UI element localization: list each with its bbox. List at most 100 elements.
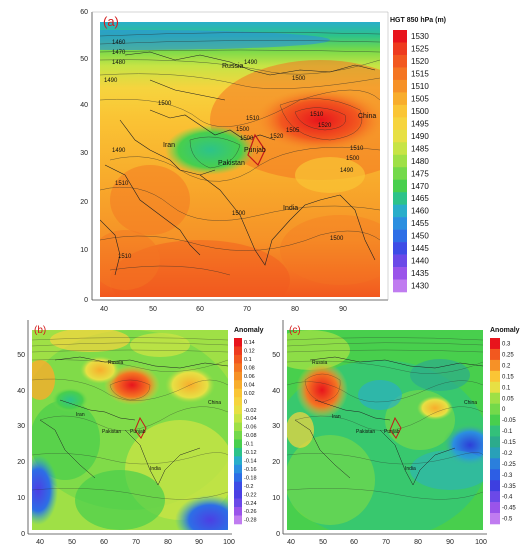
panel_c-colorbar-swatch <box>490 469 500 481</box>
panel_a-colorbar-swatch <box>393 42 407 56</box>
panel-b-ytick: 40 <box>17 388 25 395</box>
contour-label: 1500 <box>236 127 250 133</box>
panel_b-colorbar-label: -0.14 <box>244 459 257 465</box>
place-russia: Russia <box>312 360 328 366</box>
panel-c-ytick: 10 <box>272 495 280 502</box>
panel_c-colorbar-swatch <box>490 348 500 361</box>
panel_a-colorbar-swatch <box>393 229 407 243</box>
panel_a-colorbar-swatch <box>393 54 407 68</box>
panel_a-colorbar-label: 1525 <box>411 45 429 54</box>
panel_a-colorbar-label: 1490 <box>411 132 429 141</box>
panel_a-colorbar-swatch <box>393 129 407 143</box>
panel-c-xtick: 50 <box>319 539 327 546</box>
panel-c-y-ticks: 0 10 20 30 40 50 <box>272 352 280 538</box>
panel-c: (c) Russia Iran Punjab Pakistan India Ch… <box>272 320 520 546</box>
place-china: China <box>464 400 477 406</box>
panel-a-letter: (a) <box>103 14 119 29</box>
panel_b-colorbar-label: 0.14 <box>244 340 255 346</box>
panel_a-colorbar-swatch <box>393 192 407 205</box>
panel_b-colorbar-label: -0.12 <box>244 450 257 456</box>
panel-a-ytick: 20 <box>80 199 88 206</box>
panel-c-ytick: 50 <box>272 352 280 359</box>
panel_b-colorbar-label: -0.02 <box>244 408 257 414</box>
panel-b-places: Russia Iran Punjab Pakistan India China <box>76 360 221 472</box>
panel-a-ytick: 30 <box>80 150 88 157</box>
panel-a-axes <box>91 11 389 301</box>
place-punjab: Punjab <box>130 429 146 435</box>
panel-a-xtick: 90 <box>339 306 347 313</box>
panel-b-x-ticks: 40 50 60 70 80 90 100 <box>36 539 235 546</box>
panel-a-colorbar-title: HGT 850 hPa (m) <box>390 17 446 24</box>
panel_b-colorbar-label: 0.06 <box>244 374 255 380</box>
panel_b-colorbar-swatch <box>234 481 242 491</box>
place-russia: Russia <box>108 360 124 366</box>
panel_c-colorbar-swatch <box>490 502 500 514</box>
panel-a-ytick: 50 <box>80 56 88 63</box>
panel-a-places: Russia Iran Punjab Pakistan India China <box>163 63 376 212</box>
panel_a-colorbar-swatch <box>393 30 407 43</box>
contour-label: 1500 <box>292 76 306 82</box>
panel_c-colorbar-label: 0.2 <box>502 363 511 369</box>
panel_a-colorbar-swatch <box>393 154 407 168</box>
panel-a: (a) 0 10 20 30 40 50 60 40 50 60 70 80 9… <box>80 9 446 313</box>
panel_b-colorbar-label: -0.28 <box>244 518 257 524</box>
panel_a-colorbar-label: 1505 <box>411 94 429 103</box>
panel_c-colorbar-label: -0.25 <box>502 462 516 468</box>
panel-a-y-ticks: 0 10 20 30 40 50 60 <box>80 9 88 304</box>
contour-label: 1470 <box>112 50 126 56</box>
panel_c-colorbar-label: 0 <box>502 407 506 413</box>
panel_b-colorbar-label: 0.04 <box>244 382 255 388</box>
panel_c-colorbar-label: -0.5 <box>502 517 513 523</box>
panel_a-colorbar-label: 1430 <box>411 282 429 291</box>
panel_c-colorbar-swatch <box>490 480 500 492</box>
panel_a-colorbar-swatch <box>393 142 407 156</box>
panel_c-colorbar-swatch <box>490 381 500 394</box>
panel_c-colorbar-swatch <box>490 436 500 448</box>
panel_c-colorbar-swatch <box>490 403 500 415</box>
panel-a-x-ticks: 40 50 60 70 80 90 <box>100 306 347 313</box>
panel_b-colorbar-label: 0 <box>244 399 247 405</box>
panel-a-field <box>100 22 380 297</box>
panel_c-colorbar-label: 0.1 <box>502 385 511 391</box>
place-china: China <box>208 400 221 406</box>
panel_b-colorbar-swatch <box>234 507 242 516</box>
panel_c-colorbar-label: 0.3 <box>502 342 511 348</box>
panel-b-xtick: 80 <box>164 539 172 546</box>
panel_a-colorbar-label: 1495 <box>411 119 429 128</box>
panel_c-colorbar-swatch <box>490 338 500 350</box>
panel_b-colorbar-label: -0.2 <box>244 484 253 490</box>
panel_a-colorbar-swatch <box>393 204 407 218</box>
panel-b-ytick: 10 <box>17 495 25 502</box>
panel-c-ytick: 0 <box>276 531 280 538</box>
panel_c-colorbar-label: -0.35 <box>502 484 516 490</box>
panel_c-colorbar-label: 0.25 <box>502 353 514 359</box>
panel_b-colorbar-label: -0.1 <box>244 442 253 448</box>
panel_a-colorbar-swatch <box>393 254 407 268</box>
contour-label: 1510 <box>118 254 132 260</box>
contour-label: 1510 <box>350 146 364 152</box>
contour-label: 1490 <box>244 60 258 66</box>
panel-a-ytick: 60 <box>80 9 88 16</box>
panel_c-colorbar-label: 0.05 <box>502 396 514 402</box>
panel_a-colorbar-label: 1445 <box>411 244 429 253</box>
panel-c-x-ticks: 40 50 60 70 80 90 100 <box>287 539 487 546</box>
panel_a-colorbar-label: 1475 <box>411 169 429 178</box>
panel-c-colorbar-labels: 0.3 0.25 0.2 0.15 0.1 0.05 0 -0.05 -0.1 -0.15 -0.2… <box>502 342 516 523</box>
panel_c-colorbar-label: -0.2 <box>502 451 513 457</box>
contour-label: 1510 <box>246 116 260 122</box>
panel_a-colorbar-label: 1520 <box>411 57 429 66</box>
panel_b-colorbar-swatch <box>234 473 242 483</box>
panel-c-colorbar-title: Anomaly <box>490 327 520 334</box>
panel_b-colorbar-swatch <box>234 405 242 415</box>
panel_a-colorbar-label: 1510 <box>411 82 429 91</box>
panel_b-colorbar-swatch <box>234 456 242 466</box>
panel_b-colorbar-label: 0.1 <box>244 357 252 363</box>
panel_a-colorbar-swatch <box>393 217 407 230</box>
contour-label: 1520 <box>318 123 332 129</box>
panel-c-colorbar: Anomaly 0.3 0.25 0.2 0.15 0.1 0.05 0 -0.05 -0.1 -… <box>490 327 520 525</box>
panel_b-colorbar-swatch <box>234 338 242 347</box>
panel-c-places: Russia Iran Punjab Pakistan India China <box>312 360 477 472</box>
contour-label: 1460 <box>112 40 126 46</box>
place-pakistan: Pakistan <box>102 429 121 435</box>
panel_b-colorbar-swatch <box>234 498 242 508</box>
